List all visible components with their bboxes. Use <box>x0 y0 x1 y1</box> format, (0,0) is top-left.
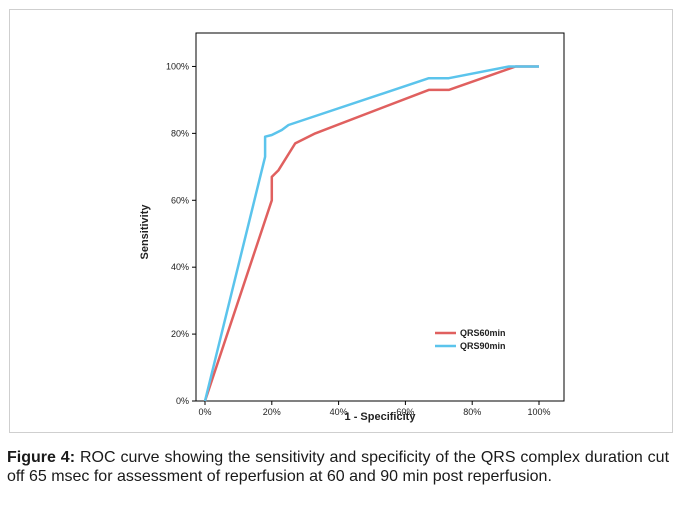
x-tick-label: 60% <box>396 407 414 417</box>
y-axis-title: Sensitivity <box>139 204 151 260</box>
y-tick-label: 0% <box>176 396 189 406</box>
series-lines <box>203 65 539 402</box>
legend-label-qrs90min: QRS90min <box>460 341 506 351</box>
figure-caption: Figure 4: ROC curve showing the sensitiv… <box>7 448 669 486</box>
x-tick-label: 40% <box>330 407 348 417</box>
legend-label-qrs60min: QRS60min <box>460 328 506 338</box>
roc-chart: 0% 20% 40% 60% 80% 100% 0% 20% 40% 60% 80% 100% 1 … <box>139 32 565 423</box>
y-tick-label: 100% <box>166 61 189 71</box>
y-tick-label: 40% <box>171 262 189 272</box>
x-tick-label: 80% <box>463 407 481 417</box>
y-tick-label: 80% <box>171 128 189 138</box>
series-line-qrs90min <box>203 65 539 402</box>
series-line-qrs60min <box>203 65 539 402</box>
x-tick-label: 0% <box>198 407 211 417</box>
x-tick-label: 20% <box>263 407 281 417</box>
figure-frame: 0% 20% 40% 60% 80% 100% 0% 20% 40% 60% 80% 100% 1 … <box>9 9 673 433</box>
caption-text: ROC curve showing the sensitivity and sp… <box>7 449 670 485</box>
x-axis-ticks: 0% 20% 40% 60% 80% 100% <box>198 401 551 417</box>
y-tick-label: 20% <box>171 329 189 339</box>
y-axis-ticks: 0% 20% 40% 60% 80% 100% <box>166 61 196 406</box>
x-tick-label: 100% <box>527 407 550 417</box>
legend: QRS60min QRS90min <box>435 328 506 351</box>
y-tick-label: 60% <box>171 195 189 205</box>
x-axis-title: 1 - Specificity <box>345 411 417 423</box>
caption-label: Figure 4: <box>7 449 76 466</box>
